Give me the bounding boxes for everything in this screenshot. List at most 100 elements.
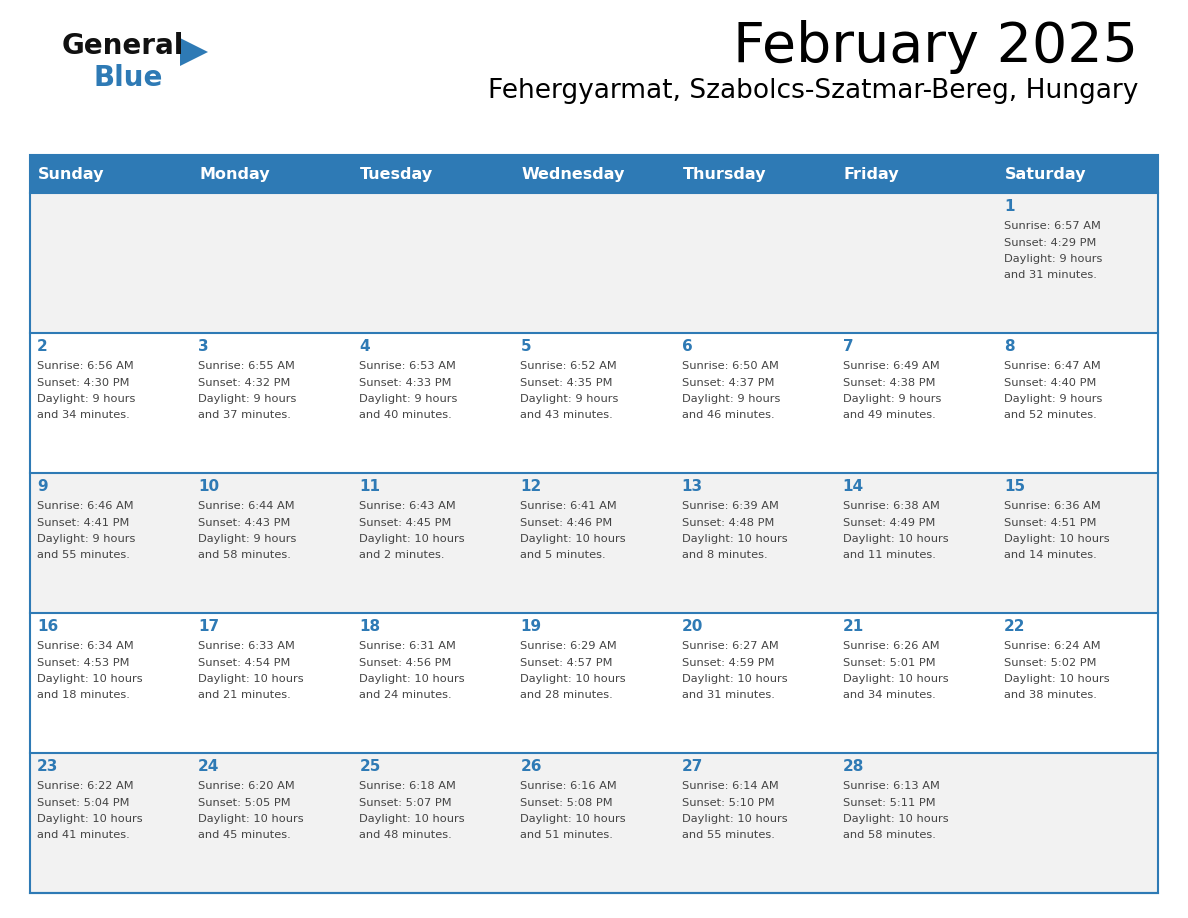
Text: 5: 5 (520, 339, 531, 354)
Text: Sunset: 4:29 PM: Sunset: 4:29 PM (1004, 238, 1097, 248)
Text: Sunset: 4:37 PM: Sunset: 4:37 PM (682, 377, 775, 387)
Text: 9: 9 (37, 479, 48, 494)
Text: and 46 minutes.: and 46 minutes. (682, 410, 775, 420)
Text: Daylight: 10 hours: Daylight: 10 hours (520, 534, 626, 544)
Text: 21: 21 (842, 619, 864, 634)
Text: Daylight: 10 hours: Daylight: 10 hours (37, 674, 143, 684)
Text: and 2 minutes.: and 2 minutes. (359, 551, 444, 561)
Text: Sunset: 5:01 PM: Sunset: 5:01 PM (842, 657, 935, 667)
Text: Sunrise: 6:50 AM: Sunrise: 6:50 AM (682, 361, 778, 371)
Text: Sunrise: 6:38 AM: Sunrise: 6:38 AM (842, 501, 940, 511)
Text: Sunset: 4:53 PM: Sunset: 4:53 PM (37, 657, 129, 667)
Text: Sunrise: 6:20 AM: Sunrise: 6:20 AM (198, 781, 295, 791)
Text: 28: 28 (842, 759, 864, 774)
Polygon shape (181, 38, 208, 66)
Text: Sunrise: 6:55 AM: Sunrise: 6:55 AM (198, 361, 295, 371)
Text: and 18 minutes.: and 18 minutes. (37, 690, 129, 700)
Text: Daylight: 10 hours: Daylight: 10 hours (842, 814, 948, 824)
Text: Sunrise: 6:53 AM: Sunrise: 6:53 AM (359, 361, 456, 371)
Text: Sunrise: 6:31 AM: Sunrise: 6:31 AM (359, 641, 456, 651)
Text: Daylight: 10 hours: Daylight: 10 hours (359, 674, 465, 684)
Text: and 28 minutes.: and 28 minutes. (520, 690, 613, 700)
Text: and 31 minutes.: and 31 minutes. (682, 690, 775, 700)
Text: 27: 27 (682, 759, 703, 774)
Text: Sunrise: 6:33 AM: Sunrise: 6:33 AM (198, 641, 295, 651)
Text: Sunrise: 6:46 AM: Sunrise: 6:46 AM (37, 501, 133, 511)
Text: and 58 minutes.: and 58 minutes. (198, 551, 291, 561)
Text: Fehergyarmat, Szabolcs-Szatmar-Bereg, Hungary: Fehergyarmat, Szabolcs-Szatmar-Bereg, Hu… (487, 78, 1138, 104)
Text: Daylight: 10 hours: Daylight: 10 hours (682, 674, 788, 684)
Text: Sunday: Sunday (38, 166, 105, 182)
Text: Sunrise: 6:52 AM: Sunrise: 6:52 AM (520, 361, 618, 371)
Text: Sunrise: 6:56 AM: Sunrise: 6:56 AM (37, 361, 134, 371)
Text: Sunset: 4:33 PM: Sunset: 4:33 PM (359, 377, 451, 387)
Text: 3: 3 (198, 339, 209, 354)
Text: Sunrise: 6:18 AM: Sunrise: 6:18 AM (359, 781, 456, 791)
Text: Sunrise: 6:43 AM: Sunrise: 6:43 AM (359, 501, 456, 511)
Text: Sunset: 4:54 PM: Sunset: 4:54 PM (198, 657, 291, 667)
Text: Daylight: 10 hours: Daylight: 10 hours (198, 814, 304, 824)
Text: Daylight: 10 hours: Daylight: 10 hours (520, 674, 626, 684)
Text: Sunrise: 6:47 AM: Sunrise: 6:47 AM (1004, 361, 1100, 371)
Text: Sunset: 4:40 PM: Sunset: 4:40 PM (1004, 377, 1097, 387)
Text: Monday: Monday (200, 166, 270, 182)
Text: Thursday: Thursday (683, 166, 766, 182)
Text: Sunrise: 6:57 AM: Sunrise: 6:57 AM (1004, 221, 1101, 231)
Text: 22: 22 (1004, 619, 1025, 634)
Text: Sunset: 4:45 PM: Sunset: 4:45 PM (359, 518, 451, 528)
Text: and 52 minutes.: and 52 minutes. (1004, 410, 1097, 420)
Text: and 48 minutes.: and 48 minutes. (359, 831, 453, 841)
Text: Wednesday: Wednesday (522, 166, 625, 182)
Text: and 31 minutes.: and 31 minutes. (1004, 271, 1097, 281)
Bar (30, 753, 1158, 893)
Text: Sunset: 5:10 PM: Sunset: 5:10 PM (682, 798, 775, 808)
Text: 14: 14 (842, 479, 864, 494)
Text: 8: 8 (1004, 339, 1015, 354)
Text: Friday: Friday (843, 166, 899, 182)
Text: 16: 16 (37, 619, 58, 634)
Text: Sunset: 4:41 PM: Sunset: 4:41 PM (37, 518, 129, 528)
Text: Tuesday: Tuesday (360, 166, 434, 182)
Text: 19: 19 (520, 619, 542, 634)
Text: 1: 1 (1004, 199, 1015, 214)
Text: Sunrise: 6:49 AM: Sunrise: 6:49 AM (842, 361, 940, 371)
Text: Daylight: 9 hours: Daylight: 9 hours (1004, 394, 1102, 404)
Text: and 34 minutes.: and 34 minutes. (842, 690, 935, 700)
Text: 6: 6 (682, 339, 693, 354)
Text: Daylight: 9 hours: Daylight: 9 hours (520, 394, 619, 404)
Text: 12: 12 (520, 479, 542, 494)
Text: Sunrise: 6:39 AM: Sunrise: 6:39 AM (682, 501, 778, 511)
Text: Daylight: 9 hours: Daylight: 9 hours (1004, 254, 1102, 264)
Text: 18: 18 (359, 619, 380, 634)
Text: 17: 17 (198, 619, 220, 634)
Text: and 24 minutes.: and 24 minutes. (359, 690, 451, 700)
Text: and 34 minutes.: and 34 minutes. (37, 410, 129, 420)
Text: Sunset: 5:07 PM: Sunset: 5:07 PM (359, 798, 451, 808)
Text: and 37 minutes.: and 37 minutes. (198, 410, 291, 420)
Text: and 43 minutes.: and 43 minutes. (520, 410, 613, 420)
Text: Daylight: 9 hours: Daylight: 9 hours (842, 394, 941, 404)
Text: Daylight: 10 hours: Daylight: 10 hours (1004, 674, 1110, 684)
Text: and 58 minutes.: and 58 minutes. (842, 831, 936, 841)
Text: Sunset: 5:04 PM: Sunset: 5:04 PM (37, 798, 129, 808)
Text: and 8 minutes.: and 8 minutes. (682, 551, 767, 561)
Text: Sunrise: 6:44 AM: Sunrise: 6:44 AM (198, 501, 295, 511)
Text: and 49 minutes.: and 49 minutes. (842, 410, 935, 420)
Text: Sunrise: 6:27 AM: Sunrise: 6:27 AM (682, 641, 778, 651)
Text: Daylight: 10 hours: Daylight: 10 hours (1004, 534, 1110, 544)
Text: and 5 minutes.: and 5 minutes. (520, 551, 606, 561)
Text: Daylight: 10 hours: Daylight: 10 hours (37, 814, 143, 824)
Bar (30, 193, 1158, 333)
Text: 24: 24 (198, 759, 220, 774)
Text: Sunset: 4:43 PM: Sunset: 4:43 PM (198, 518, 291, 528)
Text: Sunset: 4:32 PM: Sunset: 4:32 PM (198, 377, 291, 387)
Text: Sunrise: 6:13 AM: Sunrise: 6:13 AM (842, 781, 940, 791)
Text: Daylight: 9 hours: Daylight: 9 hours (682, 394, 781, 404)
Text: 7: 7 (842, 339, 853, 354)
Text: 26: 26 (520, 759, 542, 774)
Text: 25: 25 (359, 759, 380, 774)
Text: Daylight: 10 hours: Daylight: 10 hours (520, 814, 626, 824)
Text: and 14 minutes.: and 14 minutes. (1004, 551, 1097, 561)
Text: Sunrise: 6:34 AM: Sunrise: 6:34 AM (37, 641, 134, 651)
Bar (30, 155, 1158, 193)
